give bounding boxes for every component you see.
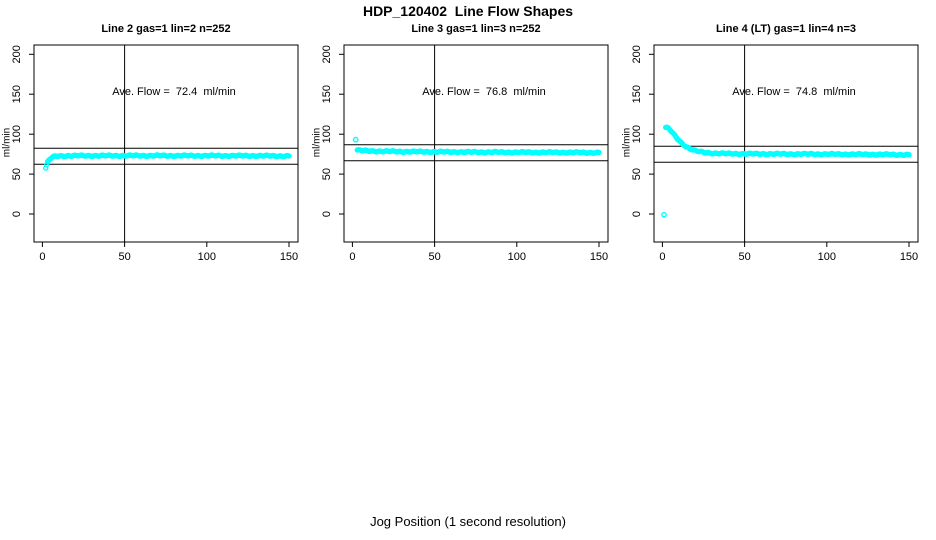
svg-text:100: 100 [198,251,216,263]
svg-text:100: 100 [321,125,333,143]
panel-line-2: 0 50 100 150 0 50 100 150 200 Line 2 gas=1 lin=2… [0,20,316,270]
svg-text:50: 50 [631,168,643,180]
ave-flow-annotation: Ave. Flow = 76.8 ml/min [422,86,546,98]
svg-text:50: 50 [738,251,750,263]
ave-flow-annotation: Ave. Flow = 74.8 ml/min [732,86,856,98]
svg-text:50: 50 [428,251,440,263]
svg-text:150: 150 [590,251,608,263]
svg-text:100: 100 [631,125,643,143]
panel-line-3: 0 50 100 150 0 50 100 150 200 Line 3 gas=1 lin=3… [310,20,626,270]
plot-box [33,44,299,243]
y-axis-label: ml/min [621,127,633,158]
svg-text:100: 100 [818,251,836,263]
svg-text:150: 150 [900,251,918,263]
panel-title: Line 4 (LT) gas=1 lin=4 n=3 [715,23,857,35]
panel-title: Line 2 gas=1 lin=2 n=252 [101,23,231,35]
svg-text:150: 150 [631,85,643,103]
data-points [661,124,912,218]
svg-text:150: 150 [280,251,298,263]
svg-text:150: 150 [11,85,23,103]
ave-flow-annotation: Ave. Flow = 72.4 ml/min [112,86,236,98]
plot-area-line-2: 0 50 100 150 0 50 100 150 200 [11,44,299,263]
panel-line-4: 0 50 100 150 0 50 100 150 200 Line 4 (LT) gas=1 … [620,20,936,270]
svg-text:0: 0 [321,211,333,217]
svg-text:50: 50 [11,168,23,180]
svg-text:0: 0 [349,251,355,263]
svg-text:150: 150 [321,85,333,103]
svg-text:200: 200 [321,45,333,63]
svg-text:50: 50 [321,168,333,180]
axis-ticks: 0 50 100 150 0 50 100 150 200 [321,45,608,263]
axis-ticks: 0 50 100 150 0 50 100 150 200 [11,45,298,263]
plot-box [653,44,919,243]
plot-box [343,44,609,243]
y-axis-label: ml/min [311,127,323,158]
svg-text:0: 0 [631,211,643,217]
plot-area-line-3: 0 50 100 150 0 50 100 150 200 [321,44,609,263]
plot-area-line-4: 0 50 100 150 0 50 100 150 200 [631,44,919,263]
svg-text:0: 0 [39,251,45,263]
panel-title: Line 3 gas=1 lin=3 n=252 [411,23,541,35]
y-axis-label: ml/min [1,127,13,158]
svg-text:200: 200 [11,45,23,63]
axis-ticks: 0 50 100 150 0 50 100 150 200 [631,45,918,263]
svg-text:100: 100 [508,251,526,263]
data-points [352,136,602,156]
data-points [43,152,292,171]
svg-text:0: 0 [659,251,665,263]
x-axis-label: Jog Position (1 second resolution) [370,514,566,529]
figure-title: HDP_120402 Line Flow Shapes [362,3,574,19]
svg-text:0: 0 [11,211,23,217]
svg-text:100: 100 [11,125,23,143]
svg-text:50: 50 [118,251,130,263]
svg-text:200: 200 [631,45,643,63]
